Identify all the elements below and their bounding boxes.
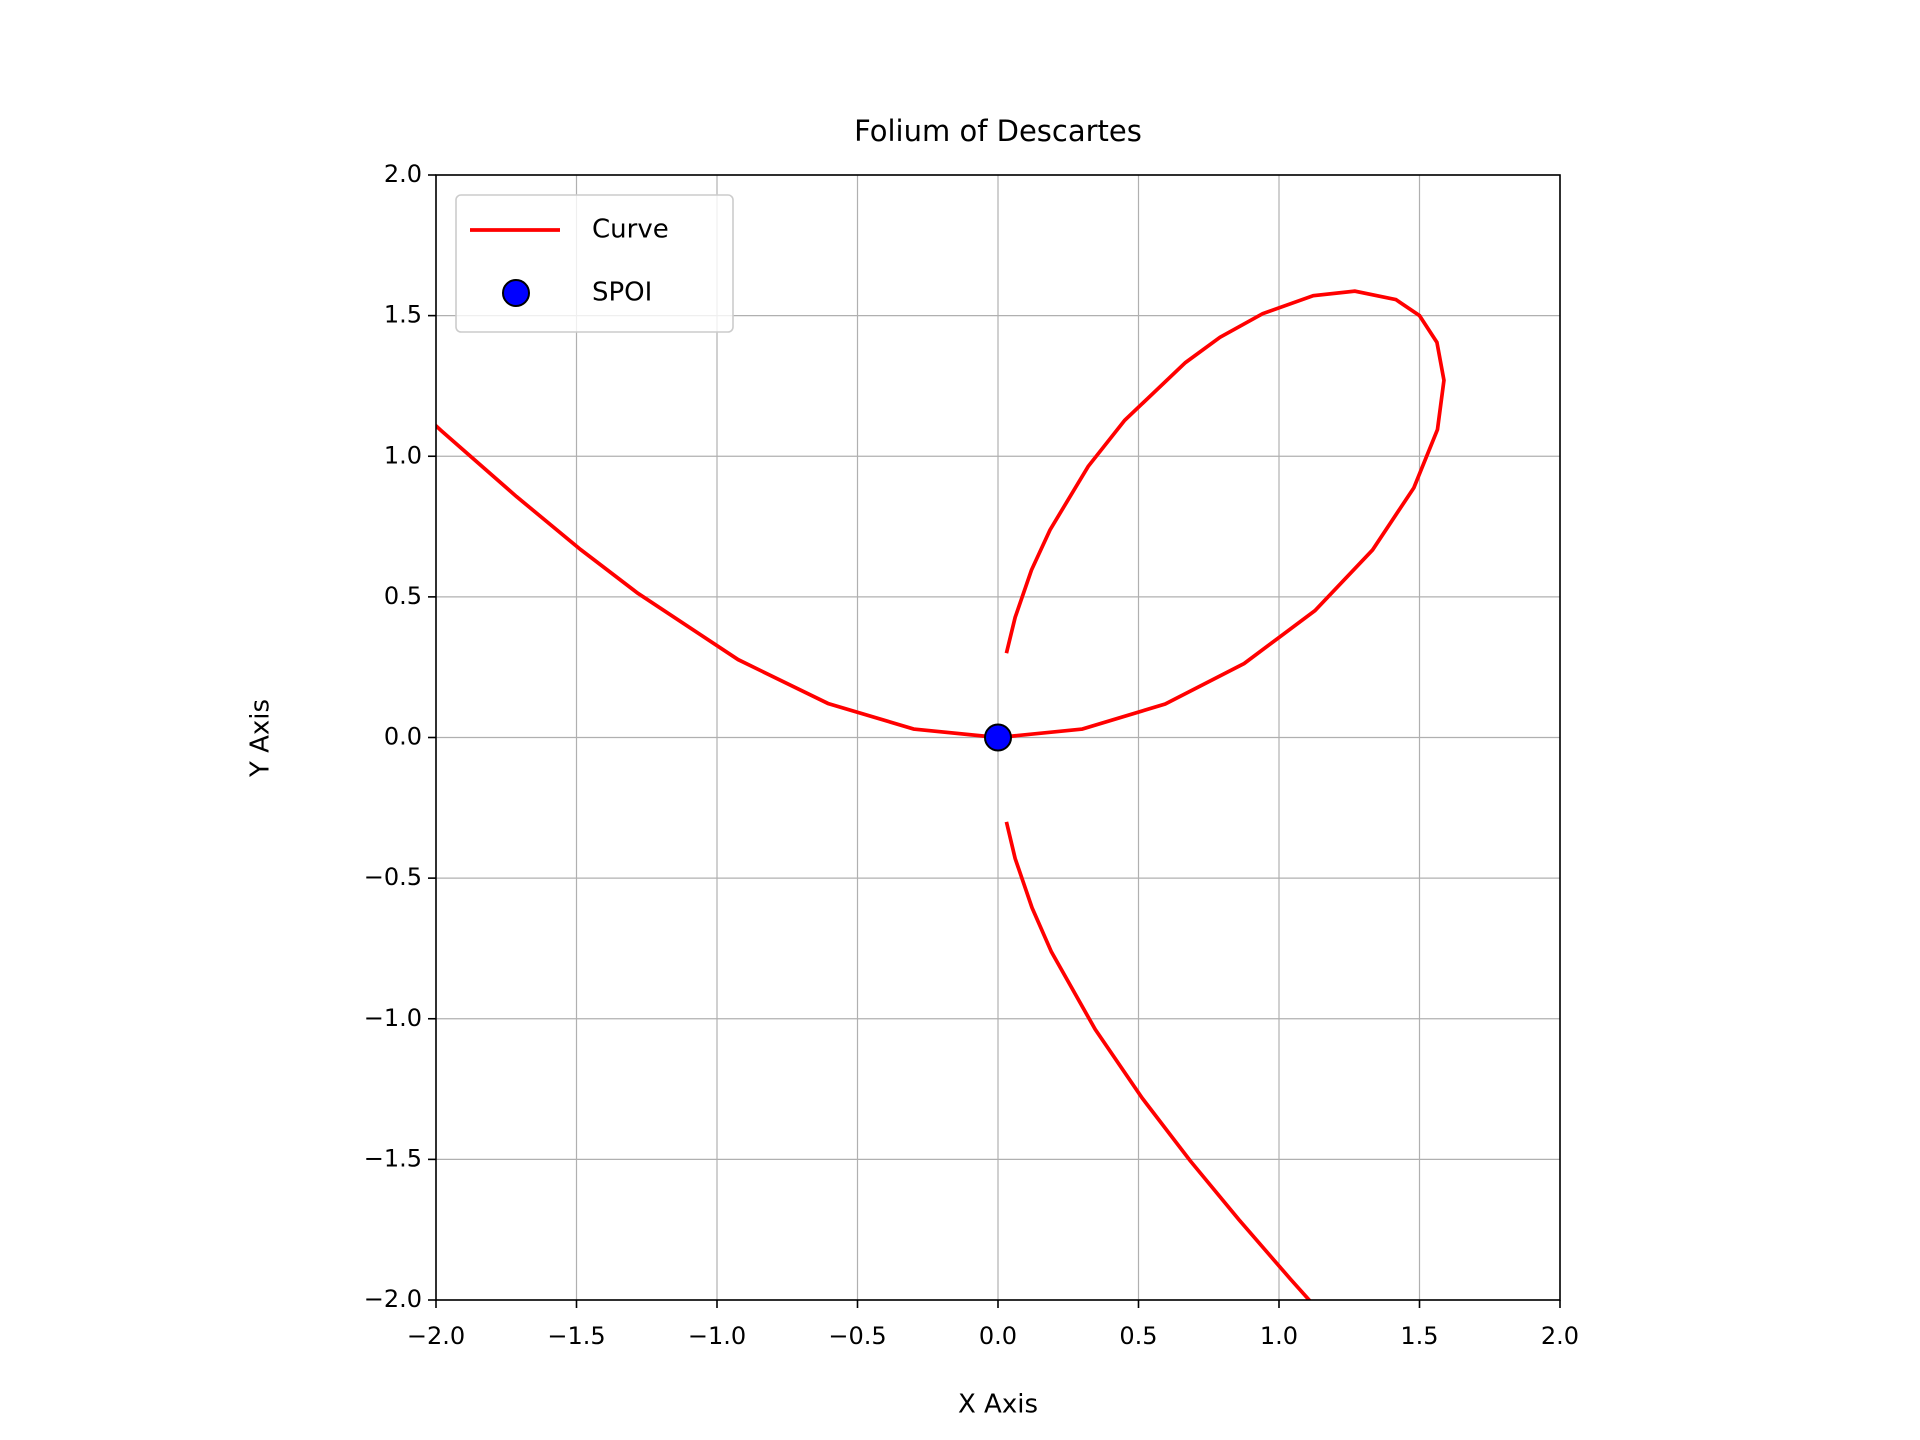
- y-tick-label: −0.5: [364, 863, 422, 891]
- legend-swatch: [502, 279, 530, 307]
- y-tick-label: 0.5: [384, 582, 422, 610]
- x-tick-label: 2.0: [1541, 1322, 1579, 1350]
- chart-title: Folium of Descartes: [854, 114, 1142, 148]
- x-tick-label: 1.0: [1260, 1322, 1298, 1350]
- ticks: −2.0 −1.5 −1.0 −0.5 0.0 0.5 1.0 1.5 2.0 −2.0 −1.5 −…: [364, 160, 1579, 1350]
- x-tick-label: −0.5: [828, 1322, 886, 1350]
- y-tick-label: −1.5: [364, 1144, 422, 1172]
- y-tick-label: 1.0: [384, 441, 422, 469]
- curve-line: [436, 289, 1446, 1300]
- y-tick-label: 1.5: [384, 301, 422, 329]
- y-tick-label: 0.0: [384, 723, 422, 751]
- x-tick-label: 1.5: [1400, 1322, 1438, 1350]
- y-axis-label: Y Axis: [246, 699, 276, 778]
- y-tick-label: 2.0: [384, 160, 422, 188]
- x-tick-label: −1.0: [688, 1322, 746, 1350]
- x-tick-label: −2.0: [407, 1322, 465, 1350]
- legend: Curve SPOI: [455, 194, 734, 333]
- scatter-point: [984, 723, 1012, 752]
- x-tick-label: 0.5: [1119, 1322, 1157, 1350]
- y-tick-label: −1.0: [364, 1004, 422, 1032]
- plot-area: [436, 289, 1446, 1300]
- x-tick-label: 0.0: [979, 1322, 1017, 1350]
- y-tick-label: −2.0: [364, 1285, 422, 1313]
- x-tick-label: −1.5: [547, 1322, 605, 1350]
- x-axis-label: X Axis: [958, 1390, 1038, 1420]
- legend-label: SPOI: [592, 278, 652, 308]
- legend-label: Curve: [592, 215, 669, 245]
